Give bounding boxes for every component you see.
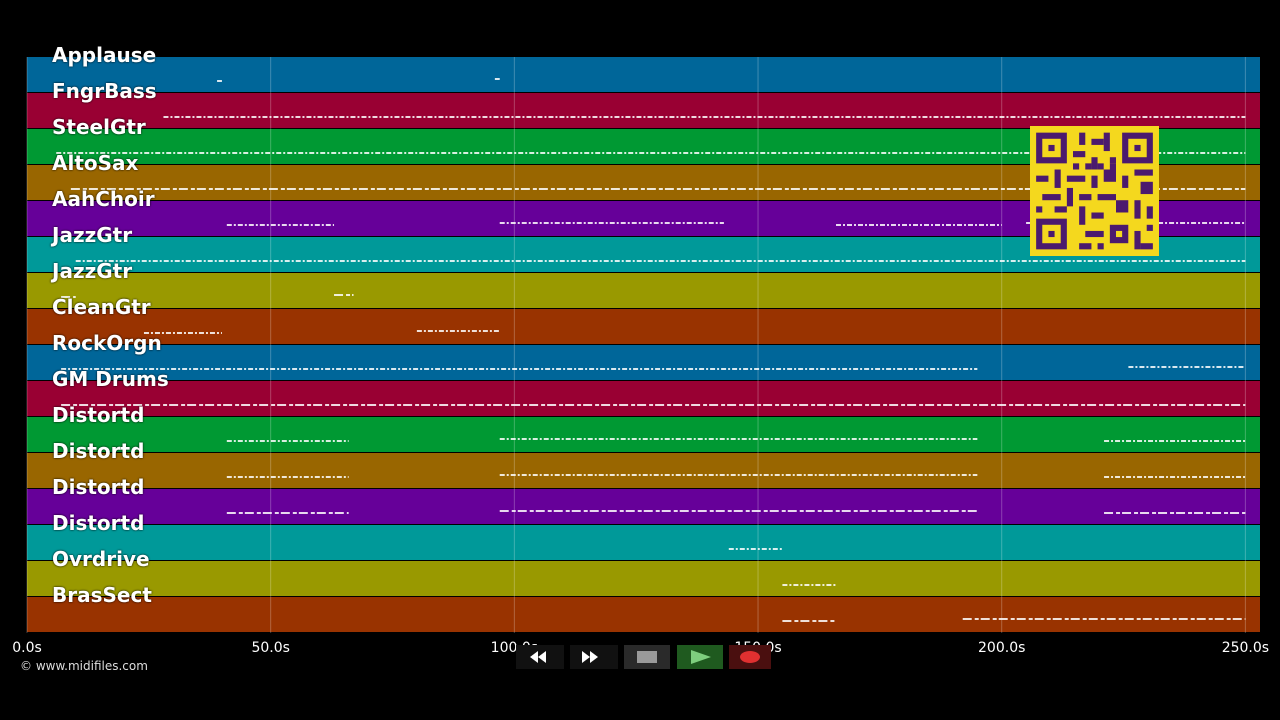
track-lane <box>27 381 1260 416</box>
track-lane <box>27 489 1260 524</box>
record-button[interactable] <box>729 645 771 669</box>
copyright-text: © www.midifiles.com <box>20 659 148 673</box>
track-label: AltoSax <box>52 151 139 175</box>
time-tick-label: 200.0s <box>978 640 1026 656</box>
track-label: Distortd <box>52 439 145 463</box>
track-lane <box>27 453 1260 488</box>
qr-code <box>1030 126 1159 256</box>
track-label: AahChoir <box>52 187 155 211</box>
track-lane <box>27 561 1260 596</box>
rewind-icon <box>516 645 564 669</box>
track-lane <box>27 273 1260 308</box>
fast-forward-button[interactable] <box>570 645 618 669</box>
track-lane <box>27 597 1260 632</box>
track-label: Distortd <box>52 511 145 535</box>
time-tick-label: 0.0s <box>12 640 42 656</box>
time-tick-label: 250.0s <box>1221 640 1270 656</box>
track-label: GM Drums <box>52 367 169 391</box>
track-label: JazzGtr <box>52 223 133 247</box>
track-lane <box>27 525 1260 560</box>
fast-forward-icon <box>570 645 618 669</box>
track-label: Ovrdrive <box>52 547 150 571</box>
track-label: CleanGtr <box>52 295 151 319</box>
stop-icon <box>624 645 670 669</box>
play-button[interactable] <box>677 645 723 669</box>
play-icon <box>677 645 723 669</box>
record-icon <box>729 645 771 669</box>
track-lane <box>27 345 1260 380</box>
track-label: BrasSect <box>52 583 152 607</box>
track-label: Applause <box>52 43 157 67</box>
track-label: FngrBass <box>52 79 157 103</box>
stop-button[interactable] <box>624 645 670 669</box>
track-label: Distortd <box>52 403 145 427</box>
track-label: RockOrgn <box>52 331 162 355</box>
track-lane <box>27 309 1260 344</box>
track-lane <box>27 93 1260 128</box>
track-label: JazzGtr <box>52 259 133 283</box>
time-tick-label: 50.0s <box>251 640 290 656</box>
rewind-button[interactable] <box>516 645 564 669</box>
track-lane <box>27 417 1260 452</box>
track-lane <box>27 57 1260 92</box>
track-label: Distortd <box>52 475 145 499</box>
track-label: SteelGtr <box>52 115 146 139</box>
